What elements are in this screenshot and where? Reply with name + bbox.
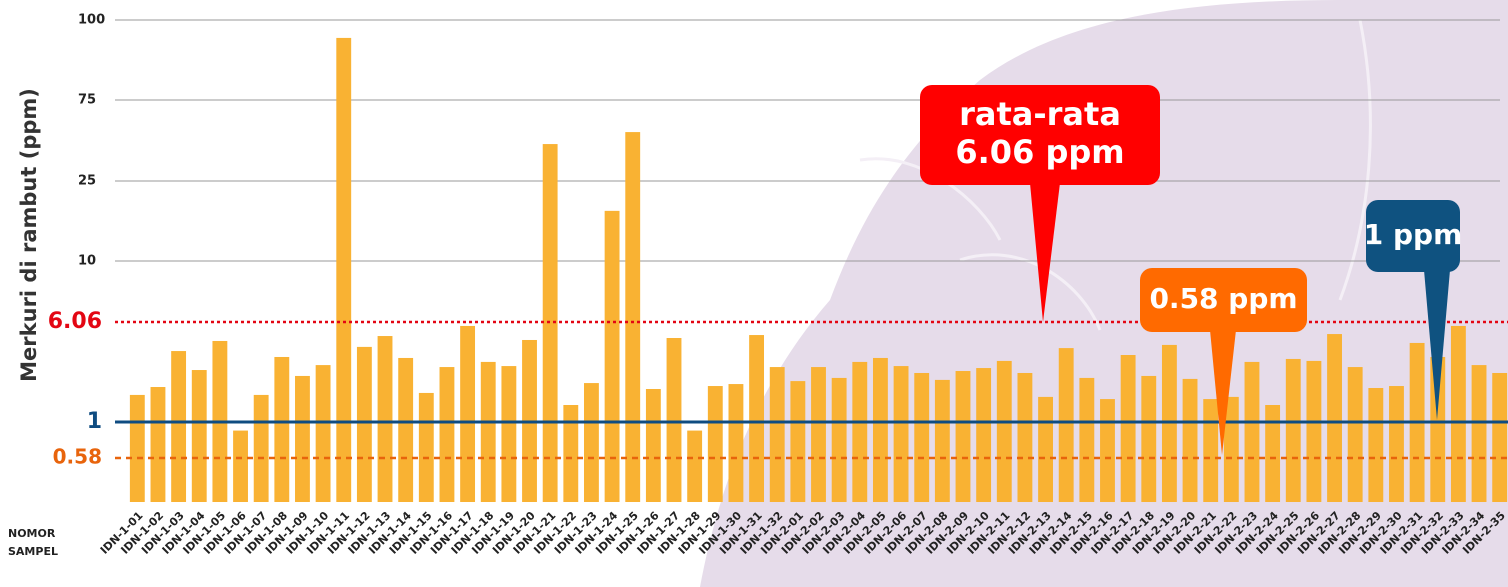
bar [914, 372, 930, 502]
bar [377, 336, 393, 502]
bar [295, 375, 310, 502]
bar [1492, 372, 1508, 502]
bar [1038, 396, 1053, 502]
bar [501, 366, 517, 502]
callout: 0.58 ppm [1140, 268, 1307, 455]
reference-label: 0.58 [53, 445, 102, 469]
bar [728, 384, 744, 502]
bar [996, 360, 1012, 502]
callout-box [1366, 200, 1460, 272]
bar [129, 394, 145, 502]
bar [274, 356, 290, 502]
reference-label: 6.06 [48, 309, 102, 334]
bar [336, 37, 352, 503]
bar [769, 367, 785, 502]
callout-text: rata-rata [959, 95, 1121, 133]
callout-box [1140, 268, 1307, 332]
callout-text: 1 ppm [1364, 218, 1463, 251]
bar [625, 132, 641, 503]
bar [1450, 325, 1466, 502]
bar [315, 365, 331, 502]
bar [480, 361, 496, 502]
bar [1368, 388, 1384, 502]
callout-pointer [1030, 183, 1060, 322]
bar [1471, 365, 1487, 502]
bar [1244, 361, 1260, 502]
y-tick-label: 75 [78, 93, 96, 108]
bar [976, 368, 992, 502]
bar [852, 361, 868, 502]
bar [1285, 358, 1301, 502]
x-axis-title: NOMOR [8, 527, 56, 540]
bar [1182, 378, 1198, 502]
bar [666, 338, 682, 502]
x-axis-title: SAMPEL [8, 545, 58, 558]
bar [893, 366, 909, 502]
callout-pointer [1424, 270, 1450, 420]
callout-text: 6.06 ppm [955, 133, 1124, 171]
bar [749, 335, 765, 502]
bar [1306, 360, 1322, 502]
bar [253, 394, 269, 502]
bar [439, 367, 455, 502]
bar [1347, 367, 1363, 502]
bar [584, 383, 599, 502]
bar [1120, 355, 1136, 502]
callout-pointer [1210, 330, 1236, 455]
bar [934, 379, 950, 502]
bar [563, 405, 579, 502]
callout-text: 0.58 ppm [1149, 282, 1297, 315]
callout-box [920, 85, 1160, 185]
y-tick-label: 100 [78, 13, 105, 28]
reference-label: 1 [87, 409, 102, 434]
bar [811, 367, 826, 502]
bar [707, 386, 723, 502]
bar [1430, 356, 1446, 502]
bar [398, 357, 414, 502]
bar [955, 371, 971, 502]
bar [150, 387, 166, 502]
bar [1141, 375, 1157, 502]
y-axis-title: Merkuri di rambut (ppm) [17, 88, 41, 382]
y-tick-label: 25 [78, 174, 96, 189]
bar [191, 370, 207, 502]
bar [872, 357, 888, 502]
y-tick-label: 10 [78, 254, 96, 269]
bar [1079, 377, 1095, 502]
bar [831, 377, 847, 502]
bar [171, 351, 187, 502]
bar [645, 388, 661, 502]
bar [687, 430, 703, 502]
bar [790, 381, 806, 502]
bar [1058, 348, 1074, 502]
bar [1100, 399, 1115, 502]
bar [233, 430, 248, 502]
bar [418, 392, 434, 502]
bar [1265, 405, 1281, 502]
bar [1017, 372, 1033, 502]
bar [1389, 386, 1404, 502]
bar [604, 210, 620, 502]
bar [1327, 334, 1342, 502]
bar [542, 144, 558, 502]
bar [1203, 399, 1219, 502]
callout: 1 ppm [1364, 200, 1463, 420]
bar [460, 325, 476, 502]
bar [356, 346, 372, 502]
